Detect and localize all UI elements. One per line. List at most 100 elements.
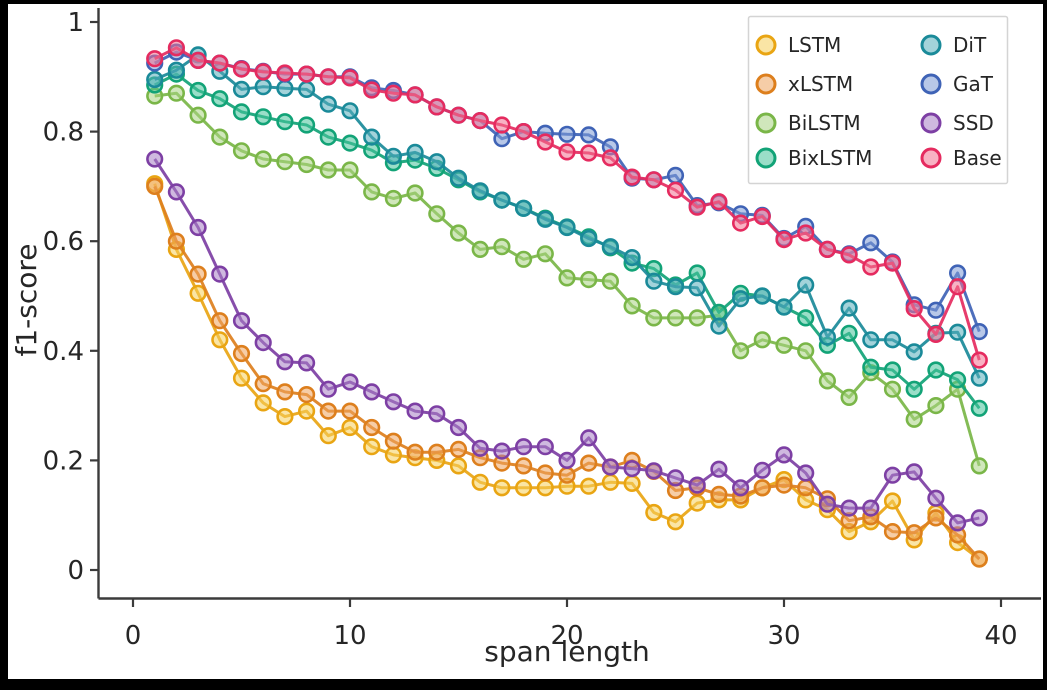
data-point-DiT [276,79,294,97]
legend-marker-BiLSTM [755,112,777,134]
data-point-DiT [601,238,620,256]
legend-marker-LSTM [755,34,777,56]
data-point-Base [883,254,902,272]
data-point-Base [146,50,164,68]
data-point-Base [384,84,403,102]
data-point-DiT [558,218,576,237]
data-point-SSD [645,462,663,480]
data-point-BiLSTM [276,153,294,171]
data-point-xLSTM [232,344,251,363]
data-point-xLSTM [167,232,185,250]
x-axis-label: span length [484,635,649,668]
data-point-BiLSTM [449,224,468,242]
data-point-DiT [580,229,598,248]
data-point-xLSTM [363,418,381,437]
data-point-LSTM [211,331,229,349]
data-point-BixLSTM [341,134,359,152]
data-point-SSD [731,479,750,497]
y-tick-label: 1 [67,8,84,38]
data-point-Base [905,300,923,318]
legend-label-LSTM: LSTM [788,33,841,57]
data-point-xLSTM [254,375,272,393]
legend-item-BixLSTM: BixLSTM [755,146,872,170]
data-point-BiLSTM [623,297,641,315]
data-point-DiT [862,331,880,349]
data-point-BiLSTM [536,245,554,263]
data-point-DiT [493,191,511,209]
data-point-xLSTM [146,177,164,195]
y-tick-label: 0 [67,556,84,586]
data-point-xLSTM [276,383,294,401]
data-point-SSD [493,442,511,460]
data-point-DiT [710,317,728,335]
data-point-DiT [948,323,967,341]
data-point-LSTM [232,369,251,387]
data-point-GaT [580,126,598,144]
data-point-xLSTM [449,440,468,459]
data-point-BixLSTM [688,264,706,282]
data-point-SSD [710,460,728,478]
data-point-LSTM [363,438,381,456]
y-tick-label: 0.8 [43,118,84,148]
data-point-DiT [514,199,533,217]
data-point-DiT [363,128,381,146]
data-point-GaT [558,125,576,143]
data-point-Base [406,86,424,104]
data-point-Base [970,351,988,369]
data-point-LSTM [645,503,663,522]
data-point-BiLSTM [254,150,272,168]
data-point-BiLSTM [883,380,902,398]
data-point-GaT [970,323,988,341]
data-point-BixLSTM [319,128,337,146]
data-point-Base [840,246,858,264]
data-point-DiT [840,299,858,317]
data-point-xLSTM [775,476,793,494]
legend-item-LSTM: LSTM [755,33,841,57]
data-point-xLSTM [211,312,229,330]
x-tick-label: 0 [125,621,142,651]
data-point-DiT [970,369,988,387]
data-point-SSD [948,514,967,532]
data-point-BixLSTM [189,81,207,100]
data-point-Base [775,231,793,249]
legend-marker-GaT [920,73,942,95]
data-point-BiLSTM [363,183,381,201]
data-point-BiLSTM [753,331,771,349]
data-point-GaT [927,301,945,319]
data-point-BixLSTM [905,380,923,398]
data-point-Base [623,168,641,186]
data-point-Base [514,123,533,141]
data-point-SSD [254,334,272,352]
data-point-LSTM [449,457,468,475]
series-DiT [146,46,988,387]
data-point-Base [428,98,446,116]
data-point-xLSTM [580,454,598,472]
data-point-SSD [927,489,945,507]
legend-marker-DiT [920,34,942,56]
data-point-BiLSTM [298,155,316,174]
data-point-xLSTM [428,443,446,461]
data-point-BiLSTM [775,336,793,354]
data-point-BiLSTM [319,161,337,179]
legend-label-GaT: GaT [953,72,994,96]
data-point-SSD [797,464,815,482]
data-point-SSD [818,495,837,513]
data-point-SSD [883,466,902,484]
legend-box [747,15,1009,185]
legend-item-xLSTM: xLSTM [755,72,853,96]
data-point-LSTM [688,494,706,512]
data-point-DiT [623,249,641,267]
legend-label-BixLSTM: BixLSTM [788,146,872,170]
legend-label-DiT: DiT [953,33,987,57]
data-point-BixLSTM [232,103,251,121]
data-point-SSD [862,499,880,517]
data-point-BiLSTM [514,250,533,268]
data-point-BiLSTM [601,272,620,290]
data-point-Base [753,207,771,226]
data-point-LSTM [536,479,554,497]
data-point-BixLSTM [254,108,272,126]
data-point-DiT [167,61,185,79]
data-point-xLSTM [883,522,902,541]
data-point-BixLSTM [797,309,815,327]
data-point-Base [298,65,316,83]
